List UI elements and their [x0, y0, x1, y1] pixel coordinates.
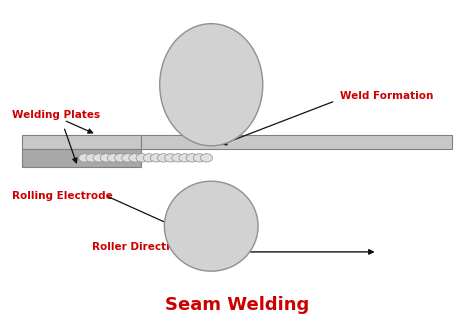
- Circle shape: [179, 154, 191, 162]
- Circle shape: [186, 154, 198, 162]
- Bar: [21, 149, 141, 167]
- Text: Rolling Electrode: Rolling Electrode: [12, 191, 113, 201]
- Circle shape: [100, 154, 112, 162]
- Circle shape: [164, 154, 177, 162]
- Text: Seam Welding: Seam Welding: [165, 296, 309, 314]
- Ellipse shape: [164, 181, 258, 271]
- Circle shape: [107, 154, 119, 162]
- Circle shape: [150, 154, 163, 162]
- Circle shape: [79, 154, 91, 162]
- Circle shape: [136, 154, 148, 162]
- Circle shape: [201, 154, 213, 162]
- Text: Welding Plates: Welding Plates: [12, 110, 100, 120]
- Ellipse shape: [160, 24, 263, 146]
- Bar: [141, 135, 453, 149]
- Circle shape: [143, 154, 155, 162]
- Circle shape: [193, 154, 205, 162]
- Text: Roller Direction: Roller Direction: [92, 242, 184, 252]
- Circle shape: [122, 154, 134, 162]
- Circle shape: [93, 154, 105, 162]
- Circle shape: [115, 154, 127, 162]
- Circle shape: [157, 154, 170, 162]
- Text: Weld Formation: Weld Formation: [340, 91, 433, 101]
- Circle shape: [129, 154, 141, 162]
- Circle shape: [172, 154, 184, 162]
- Circle shape: [86, 154, 98, 162]
- Bar: [21, 135, 141, 149]
